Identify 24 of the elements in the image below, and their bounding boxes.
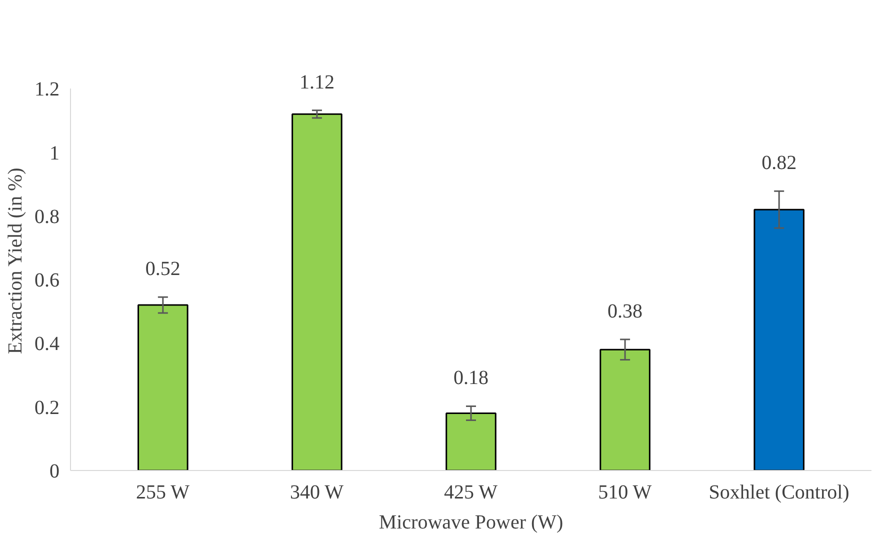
y-tick-label: 0.6: [34, 270, 60, 292]
data-label: 0.38: [608, 300, 643, 322]
x-tick-label: 255 W: [136, 482, 190, 504]
y-tick-label: 1: [50, 142, 60, 164]
bar: [754, 208, 804, 470]
x-axis-title: Microwave Power (W): [378, 512, 564, 534]
bar: [292, 113, 342, 470]
x-tick-label: 510 W: [598, 482, 652, 504]
data-label: 0.18: [454, 367, 488, 390]
y-tick-label: 0: [50, 460, 60, 482]
y-tick-label: 0.8: [34, 206, 60, 228]
data-label: 0.82: [762, 152, 797, 174]
x-tick-label: 425 W: [444, 482, 498, 504]
data-label: 1.12: [299, 71, 334, 94]
bar: [600, 348, 650, 470]
y-tick-label: 0.4: [34, 333, 60, 356]
y-tick-label: 1.2: [34, 78, 60, 101]
x-tick-label: 340 W: [290, 482, 344, 504]
x-tick-label: Soxhlet (Control): [708, 482, 850, 504]
bar: [138, 304, 188, 470]
y-tick-label: 0.2: [34, 396, 60, 419]
bar: [446, 412, 496, 470]
data-label: 0.52: [145, 258, 180, 280]
y-axis-title: Extraction Yield (in %): [4, 168, 26, 354]
